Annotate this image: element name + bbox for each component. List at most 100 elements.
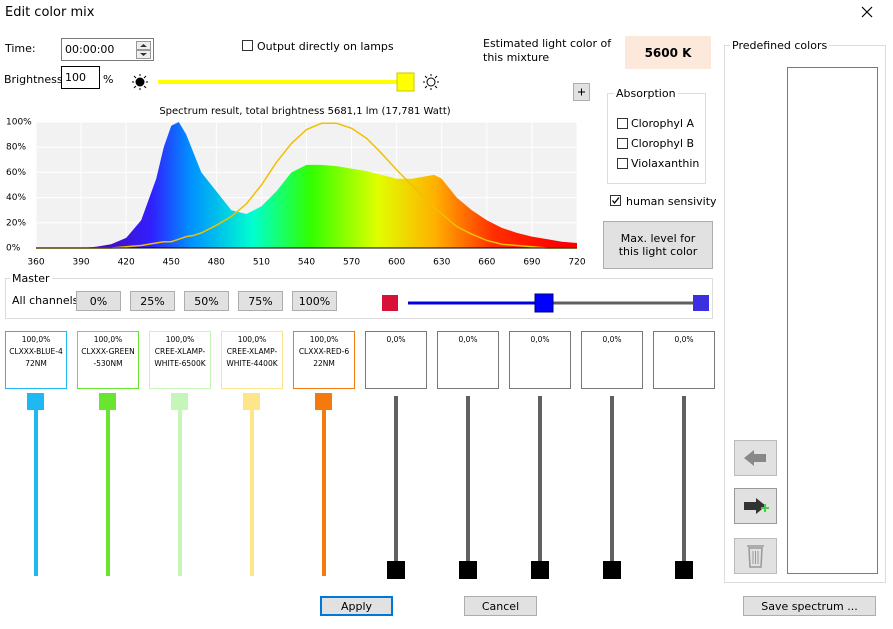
x-tick-label: 480	[208, 258, 225, 268]
channel-slider[interactable]	[601, 392, 623, 582]
master-button[interactable]: 100%	[292, 291, 337, 311]
x-tick-label: 660	[478, 258, 495, 268]
channel-slider[interactable]	[169, 392, 191, 582]
channel-slider[interactable]	[529, 392, 551, 582]
master-group	[5, 278, 713, 319]
channel-slider[interactable]	[313, 392, 335, 582]
slider-thumb	[387, 561, 405, 579]
brightness-label: Brightness:	[4, 73, 67, 86]
channel-box[interactable]: 0,0%	[437, 331, 499, 389]
master-button[interactable]: 75%	[238, 291, 283, 311]
channel-slider[interactable]	[385, 392, 407, 582]
slider-thumb	[531, 561, 549, 579]
estimate-value: 5600 K	[625, 36, 711, 69]
channel-box[interactable]: 100,0% CREE-XLAMP-WHITE-4400K	[221, 331, 283, 389]
channel-slider[interactable]	[241, 392, 263, 582]
channel-box[interactable]: 0,0%	[581, 331, 643, 389]
channel-value: 100,0%	[93, 335, 123, 344]
apply-button[interactable]: Apply	[320, 596, 393, 616]
channel-value: 100,0%	[237, 335, 267, 344]
brightness-slider[interactable]	[130, 70, 445, 94]
channel-box[interactable]: 100,0% CLXXX-BLUE-472NM	[5, 331, 67, 389]
channel-slider[interactable]	[97, 392, 119, 582]
channel-value: 100,0%	[309, 335, 339, 344]
master-title: Master	[10, 272, 52, 285]
channel-slider[interactable]	[673, 392, 695, 582]
predefined-list[interactable]	[787, 67, 878, 574]
output-checkbox[interactable]	[242, 40, 253, 51]
x-tick-label: 450	[163, 258, 180, 268]
absorption-label: Violaxanthin	[631, 157, 700, 170]
predefined-title: Predefined colors	[730, 39, 830, 52]
x-tick-label: 510	[253, 258, 270, 268]
master-button[interactable]: 25%	[130, 291, 175, 311]
channel-box[interactable]: 100,0% CREE-XLAMP-WHITE-6500K	[149, 331, 211, 389]
channel-slider[interactable]	[457, 392, 479, 582]
output-label: Output directly on lamps	[257, 40, 394, 53]
absorption-checkbox[interactable]	[617, 138, 628, 149]
save-button[interactable]: Save spectrum ...	[743, 596, 876, 616]
channel-box[interactable]: 0,0%	[365, 331, 427, 389]
channel-name: CLXXX-GREEN-530NM	[81, 347, 135, 368]
slider-thumb	[459, 561, 477, 579]
channel-slider[interactable]	[25, 392, 47, 582]
absorption-checkbox[interactable]	[617, 158, 628, 169]
sensitivity-curve	[36, 122, 577, 249]
x-tick-label: 720	[568, 258, 585, 268]
x-tick-label: 630	[433, 258, 450, 268]
absorption-checkbox[interactable]	[617, 118, 628, 129]
channel-value: 0,0%	[674, 335, 694, 344]
x-tick-label: 420	[118, 258, 135, 268]
spectrum-area	[36, 122, 577, 248]
slider-thumb	[171, 393, 188, 410]
delete-button[interactable]	[734, 538, 777, 574]
add-button[interactable]	[573, 83, 590, 101]
channel-value: 100,0%	[165, 335, 195, 344]
channel-box[interactable]: 0,0%	[509, 331, 571, 389]
spectrum-chart: Spectrum result, total brightness 5681,1…	[6, 106, 586, 268]
y-tick-label: 0%	[6, 244, 21, 254]
x-tick-label: 570	[343, 258, 360, 268]
y-tick-label: 20%	[6, 218, 26, 228]
x-tick-label: 390	[72, 258, 89, 268]
max-level-button[interactable]: Max. level for this light color	[603, 221, 713, 269]
predefined-buttons	[734, 440, 777, 574]
channel-value: 0,0%	[530, 335, 550, 344]
time-spinner[interactable]	[136, 41, 151, 59]
master-button[interactable]: 0%	[76, 291, 121, 311]
human-sensitivity-label: human sensivity	[626, 195, 717, 208]
y-tick-label: 60%	[6, 168, 26, 178]
slider-thumb	[603, 561, 621, 579]
channel-value: 0,0%	[602, 335, 622, 344]
time-input[interactable]: 00:00:00	[61, 38, 154, 61]
window-title: Edit color mix	[5, 5, 95, 20]
remove-arrow-button[interactable]	[734, 440, 777, 476]
close-button[interactable]	[860, 5, 874, 19]
channel-name: CREE-XLAMP-WHITE-6500K	[154, 347, 206, 368]
channel-box[interactable]: 100,0% CLXXX-RED-622NM	[293, 331, 355, 389]
brightness-input[interactable]: 100	[61, 66, 100, 89]
master-slider[interactable]	[380, 292, 712, 314]
channel-box[interactable]: 0,0%	[653, 331, 715, 389]
time-value: 00:00:00	[65, 43, 115, 56]
absorption-label: Clorophyl B	[631, 137, 695, 150]
channel-name: CREE-XLAMP-WHITE-4400K	[226, 347, 278, 368]
x-tick-label: 540	[298, 258, 315, 268]
channel-value: 0,0%	[386, 335, 406, 344]
cancel-button[interactable]: Cancel	[464, 596, 537, 616]
y-tick-label: 40%	[6, 193, 26, 203]
slider-thumb	[243, 393, 260, 410]
all-channels-label: All channels	[12, 294, 79, 307]
human-sensitivity-checkbox[interactable]	[610, 195, 621, 206]
channel-name: CLXXX-BLUE-472NM	[9, 347, 63, 368]
add-arrow-button[interactable]	[734, 488, 777, 524]
time-label: Time:	[5, 42, 36, 55]
channel-value: 0,0%	[458, 335, 478, 344]
estimate-label: Estimated light color of this mixture	[483, 37, 612, 64]
channel-box[interactable]: 100,0% CLXXX-GREEN-530NM	[77, 331, 139, 389]
slider-thumb	[315, 393, 332, 410]
master-button[interactable]: 50%	[184, 291, 229, 311]
channel-value: 100,0%	[21, 335, 51, 344]
y-tick-label: 100%	[6, 118, 32, 128]
